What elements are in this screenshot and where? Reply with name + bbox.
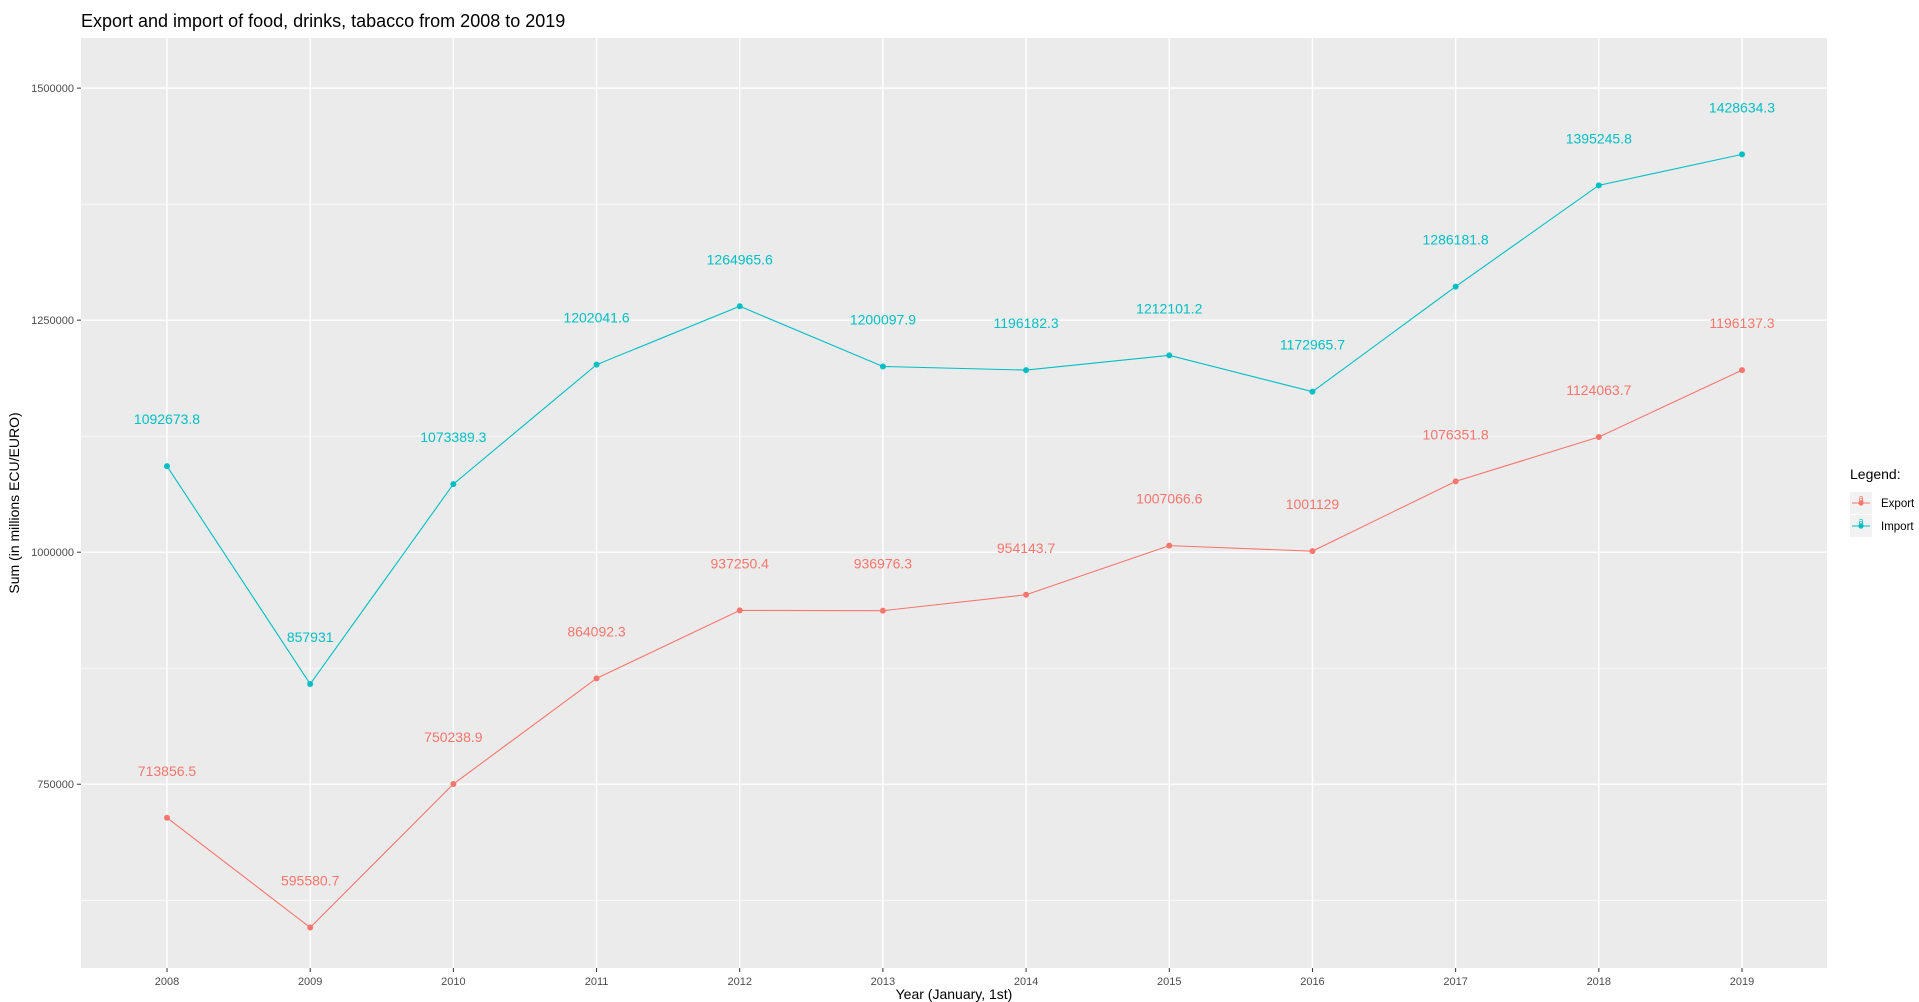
export-legend-label: Export [1881,498,1915,510]
grid-minor [81,203,1827,901]
import-data-label: 1428634.3 [1709,99,1775,115]
data-labels: 713856.5 595580.7 750238.9 864092.3 937250.4… [134,99,1775,888]
import-data-label: 1212101.2 [1136,300,1202,316]
x-tick-label: 2018 [1587,976,1611,988]
y-tick-label: 1250000 [31,315,74,327]
export-point [736,607,743,614]
import-data-label: 1202041.6 [563,310,629,326]
x-tick-label: 2009 [298,976,322,988]
y-tick-label: 1500000 [31,83,74,95]
import-data-label: 1395245.8 [1566,130,1632,146]
import-point [1452,283,1459,290]
export-data-label: 1001129 [1286,496,1340,512]
plot-panel [81,38,1827,968]
export-data-label: 936976.3 [854,556,913,572]
import-data-label: 1196182.3 [994,315,1059,331]
export-point [307,924,314,931]
x-tick-label: 2012 [727,976,751,988]
y-tick-label: 1000000 [31,547,74,559]
import-data-label: 1264965.6 [707,251,773,267]
export-data-label: 1007066.6 [1136,491,1202,507]
import-legend-label: Import [1881,521,1914,533]
import-legend-point [1858,523,1864,529]
export-data-label: 750238.9 [424,729,483,745]
import-point [1166,352,1173,359]
import-point [593,361,600,368]
export-data-label: 954143.7 [997,540,1056,556]
export-point [879,607,886,614]
x-axis-title: Year (January, 1st) [896,986,1013,1002]
import-point [879,363,886,370]
x-tick-label: 2014 [1014,976,1038,988]
export-point [1739,367,1745,374]
export-point [1023,591,1030,598]
legend-title: Legend: [1850,466,1901,482]
x-tick-label: 2015 [1157,976,1181,988]
import-data-label: 1073389.3 [420,429,486,445]
x-tick-label: 2011 [585,976,609,988]
export-data-label: 1124063.7 [1566,382,1631,398]
export-line [166,369,1743,929]
x-tick-label: 2013 [871,976,895,988]
import-point [307,681,314,688]
import-point [1023,367,1030,374]
x-tick-label: 2008 [155,976,179,988]
export-point [1452,478,1459,485]
x-tick-label: 2019 [1730,976,1754,988]
import-data-label: 1286181.8 [1423,232,1489,248]
import-line [166,153,1743,686]
export-point [1595,434,1602,441]
legend-items: a Export a Import [1850,492,1915,537]
import-legend-text-glyph: a [1858,516,1863,526]
export-data-label: 1076351.8 [1423,426,1489,442]
x-tick-label: 2016 [1300,976,1324,988]
import-point [450,481,457,488]
chart-title: Export and import of food, drinks, tabac… [81,11,565,31]
axes: 750000 1000000 1250000 1500000 2008 2009 2010 2… [31,83,1754,988]
import-point [1309,388,1316,395]
import-data-label: 1172965.7 [1280,337,1345,353]
export-data-label: 864092.3 [567,623,626,639]
import-point [164,463,170,470]
export-point [450,781,457,788]
import-data-label: 1092673.8 [134,411,200,427]
grid-major [81,38,1827,968]
import-point [1595,182,1602,189]
import-data-label: 1200097.9 [850,311,916,327]
export-data-label: 1196137.3 [1709,315,1774,331]
legend: Legend: a Export a Import [1850,466,1915,537]
x-tick-label: 2017 [1443,976,1467,988]
import-data-label: 857931 [287,629,334,645]
import-point [1739,151,1745,158]
import-point [736,303,743,310]
x-tick-label: 2010 [441,976,465,988]
y-tick-label: 750000 [37,779,74,791]
series-layer [164,151,1745,931]
export-data-label: 595580.7 [281,873,340,889]
export-legend-point [1858,500,1864,506]
export-legend-text-glyph: a [1858,493,1863,503]
export-point [1166,542,1173,549]
export-point [593,675,600,682]
export-point [164,814,170,821]
export-point [1309,548,1316,555]
export-data-label: 713856.5 [138,763,197,779]
y-axis-title: Sum (in millions ECU/EURO) [6,412,22,593]
export-data-label: 937250.4 [711,555,770,571]
